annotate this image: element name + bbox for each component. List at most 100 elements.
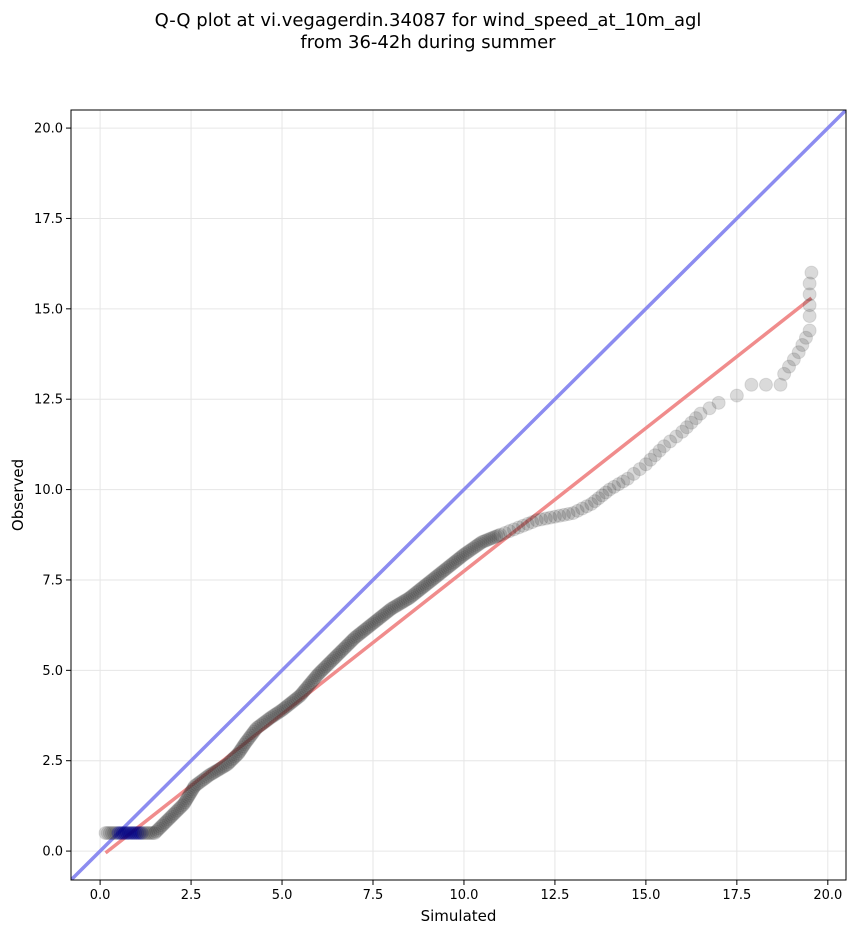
qq-point xyxy=(346,632,361,647)
y-axis-label: Observed xyxy=(9,459,27,531)
y-tick-label: 10.0 xyxy=(34,483,63,498)
qq-point xyxy=(168,804,183,819)
qq-point xyxy=(162,810,177,825)
qq-point xyxy=(602,482,617,497)
qq-point xyxy=(475,534,490,549)
qq-point xyxy=(220,757,235,772)
qq-point xyxy=(413,581,428,596)
qq-point xyxy=(384,601,399,616)
qq-point xyxy=(128,826,143,841)
qq-point xyxy=(479,533,494,548)
qq-point xyxy=(369,613,384,628)
qq-point xyxy=(375,608,390,623)
qq-point xyxy=(312,665,327,680)
qq-point xyxy=(462,543,477,558)
qq-point xyxy=(297,683,312,698)
qq-point xyxy=(258,714,273,729)
x-tick-label: 0.0 xyxy=(90,888,111,903)
qq-point xyxy=(141,826,156,841)
qq-point xyxy=(393,596,408,611)
qq-point xyxy=(98,826,113,841)
qq-point xyxy=(235,741,250,756)
qq-point xyxy=(122,826,137,841)
qq-point xyxy=(189,777,204,792)
qq-point xyxy=(158,815,173,830)
qq-point xyxy=(278,700,293,715)
qq-point xyxy=(161,812,176,827)
qq-point xyxy=(354,625,369,640)
qq-point xyxy=(458,546,473,561)
qq-point xyxy=(485,530,500,545)
qq-point xyxy=(182,788,197,803)
qq-point xyxy=(493,527,508,542)
qq-point xyxy=(284,695,299,710)
plot-frame xyxy=(70,109,847,881)
qq-point xyxy=(438,562,453,577)
qq-point xyxy=(455,548,470,563)
qq-point xyxy=(100,826,115,841)
qq-point xyxy=(248,722,263,737)
qq-point xyxy=(587,494,602,509)
qq-point xyxy=(415,580,430,595)
qq-point xyxy=(626,466,641,481)
qq-point xyxy=(126,826,141,841)
qq-point xyxy=(410,584,425,599)
qq-point xyxy=(511,520,526,535)
qq-point xyxy=(334,644,349,659)
qq-point xyxy=(167,806,182,821)
qq-point xyxy=(506,522,521,537)
qq-point xyxy=(241,732,256,747)
qq-point xyxy=(595,488,610,503)
qq-point xyxy=(402,591,417,606)
qq-point xyxy=(152,821,167,836)
qq-point xyxy=(791,345,806,360)
y-tick-label: 2.5 xyxy=(42,754,63,769)
qq-point xyxy=(377,607,392,622)
chart-title-line-1: Q-Q plot at vi.vegagerdin.34087 for wind… xyxy=(154,10,702,31)
qq-point xyxy=(315,662,330,677)
qq-point xyxy=(389,598,404,613)
qq-point xyxy=(471,537,486,552)
qq-point xyxy=(202,768,217,783)
qq-point xyxy=(405,588,420,603)
qq-point xyxy=(267,707,282,722)
x-tick-label: 15.0 xyxy=(631,888,660,903)
qq-point xyxy=(427,571,442,586)
qq-point xyxy=(344,633,359,648)
qq-point xyxy=(305,673,320,688)
qq-point xyxy=(404,589,419,604)
qq-point xyxy=(437,563,452,578)
qq-point xyxy=(374,609,389,624)
qq-point xyxy=(798,330,813,345)
qq-point xyxy=(139,826,154,841)
qq-point xyxy=(207,764,222,779)
x-tick-label: 10.0 xyxy=(449,888,478,903)
qq-point xyxy=(273,704,288,719)
qq-point xyxy=(178,793,193,808)
qq-point xyxy=(729,388,744,403)
qq-point xyxy=(172,801,187,816)
qq-point xyxy=(216,759,231,774)
qq-point xyxy=(547,509,562,524)
qq-point xyxy=(372,611,387,626)
qq-point xyxy=(322,656,337,671)
qq-point xyxy=(155,818,170,833)
qq-point xyxy=(591,491,606,506)
qq-point xyxy=(428,569,443,584)
qq-point xyxy=(361,620,376,635)
qq-point xyxy=(422,575,437,590)
qq-point xyxy=(611,477,626,492)
qq-point xyxy=(802,309,817,324)
qq-point xyxy=(337,641,352,656)
qq-point xyxy=(286,693,301,708)
qq-point xyxy=(308,670,323,685)
fit-line xyxy=(104,296,813,855)
qq-point xyxy=(663,434,678,449)
qq-point xyxy=(145,826,160,841)
qq-point xyxy=(340,638,355,653)
qq-point xyxy=(150,822,165,837)
y-tick-label: 7.5 xyxy=(42,573,63,588)
qq-point xyxy=(184,784,199,799)
